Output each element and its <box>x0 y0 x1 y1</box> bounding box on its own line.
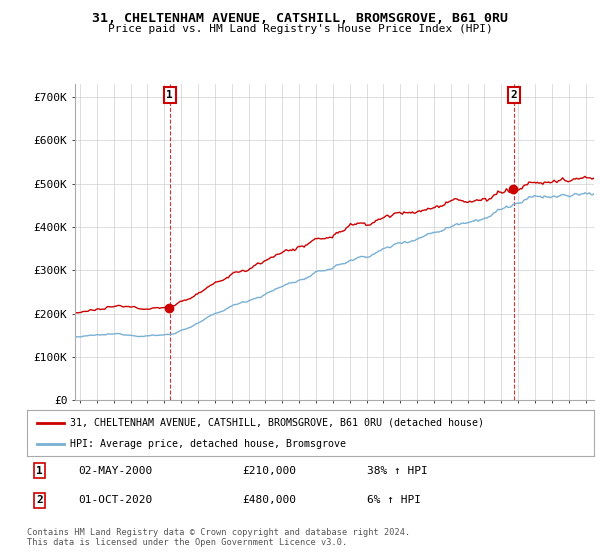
Text: 02-MAY-2000: 02-MAY-2000 <box>78 466 152 476</box>
Text: 6% ↑ HPI: 6% ↑ HPI <box>367 496 421 506</box>
Text: HPI: Average price, detached house, Bromsgrove: HPI: Average price, detached house, Brom… <box>70 439 346 449</box>
Text: 2: 2 <box>511 90 517 100</box>
Text: 31, CHELTENHAM AVENUE, CATSHILL, BROMSGROVE, B61 0RU: 31, CHELTENHAM AVENUE, CATSHILL, BROMSGR… <box>92 12 508 25</box>
Text: 31, CHELTENHAM AVENUE, CATSHILL, BROMSGROVE, B61 0RU (detached house): 31, CHELTENHAM AVENUE, CATSHILL, BROMSGR… <box>70 418 484 428</box>
Text: 1: 1 <box>166 90 173 100</box>
Text: 01-OCT-2020: 01-OCT-2020 <box>78 496 152 506</box>
Text: £480,000: £480,000 <box>242 496 296 506</box>
Text: £210,000: £210,000 <box>242 466 296 476</box>
Text: 2: 2 <box>36 496 43 506</box>
Text: 38% ↑ HPI: 38% ↑ HPI <box>367 466 428 476</box>
Text: Contains HM Land Registry data © Crown copyright and database right 2024.
This d: Contains HM Land Registry data © Crown c… <box>27 528 410 547</box>
Text: Price paid vs. HM Land Registry's House Price Index (HPI): Price paid vs. HM Land Registry's House … <box>107 24 493 34</box>
Text: 1: 1 <box>36 466 43 476</box>
